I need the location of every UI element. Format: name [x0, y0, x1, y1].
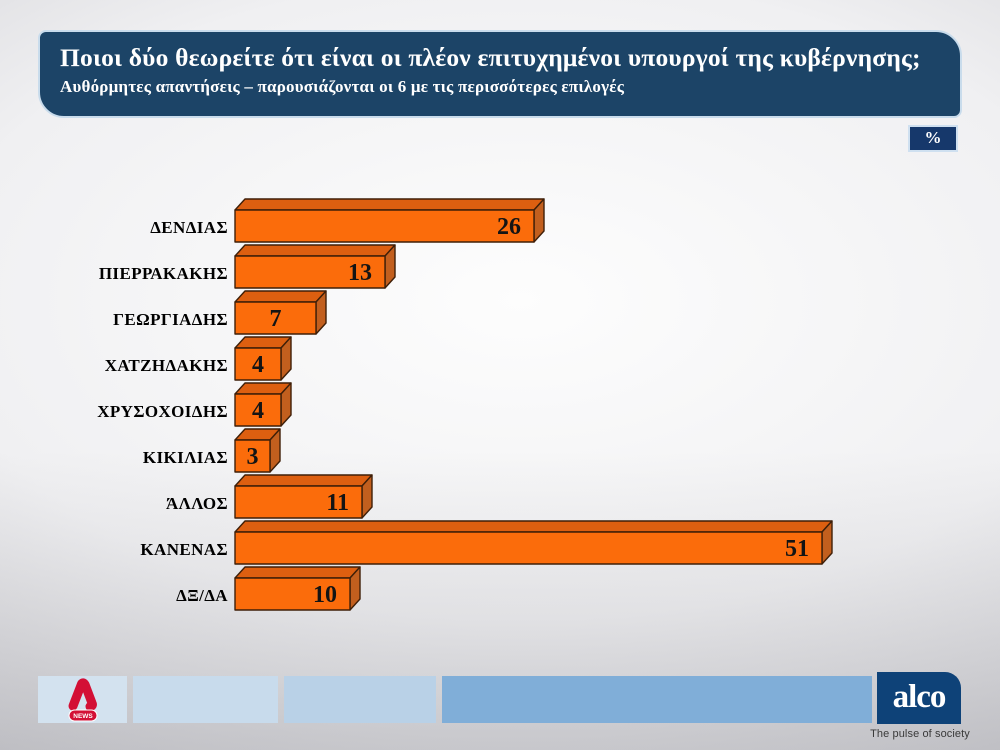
- bar-category-label: ΠΙΕΡΡΑΚΑΚΗΣ: [99, 264, 228, 283]
- bar-front-face: [234, 347, 282, 381]
- bar-value-label: 13: [348, 260, 372, 286]
- alpha-news-logo: NEWS: [68, 678, 97, 722]
- bar-value-label: 10: [313, 582, 337, 608]
- bar-row-8: ΚΑΝΕΝΑΣ 51: [140, 520, 833, 565]
- bar-row-1: ΔΕΝΔΙΑΣ 26: [150, 198, 545, 243]
- bar-front-face: [234, 577, 351, 611]
- footer-box-2: [133, 676, 278, 723]
- bar-top-face: [234, 244, 396, 257]
- bar-top-face: [234, 290, 327, 303]
- bar-value-label: 4: [252, 398, 264, 424]
- bar-top-face: [234, 520, 833, 533]
- bar-value-label: 26: [497, 214, 521, 240]
- bar-row-7: ΆΛΛΟΣ 11: [166, 474, 373, 519]
- bar-top-face: [234, 474, 373, 487]
- bar-value-label: 3: [247, 444, 259, 470]
- footer-box-3: [284, 676, 436, 723]
- footer-box-alpha: NEWS: [38, 676, 127, 723]
- bar-front-face: [234, 301, 317, 335]
- bar-front-face: [234, 393, 282, 427]
- bar-category-label: ΧΑΤΖΗΔΑΚΗΣ: [105, 356, 228, 375]
- bar-top-face: [234, 566, 361, 579]
- question-title-box: Ποιοι δύο θεωρείτε ότι είναι οι πλέον επ…: [38, 30, 962, 118]
- bar-row-4: ΧΑΤΖΗΔΑΚΗΣ 4: [105, 336, 292, 381]
- bar-front-face: [234, 485, 363, 519]
- bar-value-label: 4: [252, 352, 264, 378]
- percent-unit-badge: %: [908, 125, 958, 152]
- news-pill: [68, 709, 97, 722]
- news-label: NEWS: [73, 713, 93, 720]
- bar-category-label: ΧΡΥΣΟΧΟΙΔΗΣ: [97, 402, 228, 421]
- bar-row-9: ΔΞ/ΔΑ 10: [176, 566, 361, 611]
- bar-front-face: [234, 439, 271, 473]
- alco-logo: alco: [877, 672, 961, 724]
- bar-value-label: 51: [785, 536, 809, 562]
- alco-tagline: The pulse of society: [870, 728, 970, 740]
- bar-front-face: [234, 209, 535, 243]
- bar-row-3: ΓΕΩΡΓΙΑΔΗΣ 7: [113, 290, 327, 335]
- bar-row-2: ΠΙΕΡΡΑΚΑΚΗΣ 13: [99, 244, 396, 289]
- bar-row-6: ΚΙΚΙΛΙΑΣ 3: [143, 428, 281, 473]
- question-title: Ποιοι δύο θεωρείτε ότι είναι οι πλέον επ…: [60, 43, 921, 72]
- bar-value-label: 11: [326, 490, 349, 516]
- alpha-letter-icon: [68, 678, 97, 711]
- bar-category-label: ΚΙΚΙΛΙΑΣ: [143, 448, 228, 467]
- footer-box-4: [442, 676, 872, 723]
- bar-value-label: 7: [270, 306, 282, 332]
- bar-category-label: ΚΑΝΕΝΑΣ: [140, 540, 228, 559]
- bar-top-face: [234, 198, 545, 211]
- bar-category-label: ΓΕΩΡΓΙΑΔΗΣ: [113, 310, 228, 329]
- bar-category-label: ΆΛΛΟΣ: [166, 494, 228, 513]
- bar-category-label: ΔΕΝΔΙΑΣ: [150, 218, 228, 237]
- bar-category-label: ΔΞ/ΔΑ: [176, 586, 228, 605]
- bar-row-5: ΧΡΥΣΟΧΟΙΔΗΣ 4: [97, 382, 292, 427]
- question-subtitle: Αυθόρμητες απαντήσεις – παρουσιάζονται ο…: [60, 76, 625, 96]
- bar-front-face: [234, 255, 386, 289]
- bar-front-face: [234, 531, 823, 565]
